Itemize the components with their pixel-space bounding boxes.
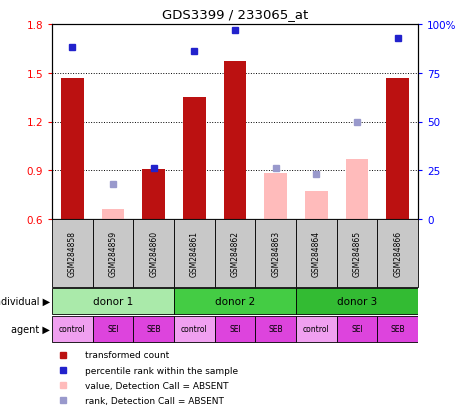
Bar: [295, 288, 417, 315]
Bar: [133, 316, 174, 343]
Text: value, Detection Call = ABSENT: value, Detection Call = ABSENT: [85, 381, 228, 390]
Bar: [295, 316, 336, 343]
Text: GSM284864: GSM284864: [311, 230, 320, 276]
Bar: [92, 316, 133, 343]
Text: control: control: [180, 325, 207, 334]
Bar: [255, 316, 295, 343]
Bar: [304, 192, 327, 219]
Text: control: control: [302, 325, 329, 334]
Bar: [295, 219, 336, 287]
Bar: [101, 210, 124, 219]
Text: SEI: SEI: [350, 325, 362, 334]
Bar: [52, 219, 92, 287]
Bar: [376, 219, 417, 287]
Text: control: control: [59, 325, 85, 334]
Text: SEB: SEB: [390, 325, 404, 334]
Bar: [61, 78, 84, 219]
Bar: [255, 219, 295, 287]
Text: GSM284861: GSM284861: [190, 230, 198, 276]
Bar: [224, 62, 246, 219]
Text: GSM284859: GSM284859: [108, 230, 117, 276]
Text: GSM284862: GSM284862: [230, 230, 239, 276]
Text: donor 3: donor 3: [336, 296, 376, 306]
Text: GSM284860: GSM284860: [149, 230, 158, 276]
Bar: [183, 98, 205, 219]
Text: transformed count: transformed count: [85, 351, 169, 360]
Text: agent ▶: agent ▶: [11, 324, 50, 334]
Text: GSM284865: GSM284865: [352, 230, 361, 276]
Bar: [336, 219, 376, 287]
Bar: [52, 288, 174, 315]
Bar: [52, 316, 92, 343]
Bar: [92, 219, 133, 287]
Text: SEB: SEB: [268, 325, 282, 334]
Bar: [386, 78, 408, 219]
Text: GSM284866: GSM284866: [392, 230, 401, 276]
Text: GSM284858: GSM284858: [67, 230, 77, 276]
Text: donor 1: donor 1: [93, 296, 133, 306]
Bar: [214, 316, 255, 343]
Text: donor 2: donor 2: [214, 296, 255, 306]
Bar: [174, 219, 214, 287]
Bar: [174, 288, 295, 315]
Bar: [142, 170, 164, 219]
Text: SEB: SEB: [146, 325, 161, 334]
Bar: [336, 316, 376, 343]
Text: rank, Detection Call = ABSENT: rank, Detection Call = ABSENT: [85, 396, 224, 405]
Title: GDS3399 / 233065_at: GDS3399 / 233065_at: [162, 8, 308, 21]
Text: individual ▶: individual ▶: [0, 296, 50, 306]
Bar: [345, 159, 367, 219]
Bar: [214, 219, 255, 287]
Text: GSM284863: GSM284863: [270, 230, 280, 276]
Bar: [264, 173, 286, 219]
Bar: [376, 316, 417, 343]
Bar: [174, 316, 214, 343]
Text: SEI: SEI: [107, 325, 118, 334]
Text: percentile rank within the sample: percentile rank within the sample: [85, 366, 238, 375]
Text: SEI: SEI: [229, 325, 241, 334]
Bar: [133, 219, 174, 287]
